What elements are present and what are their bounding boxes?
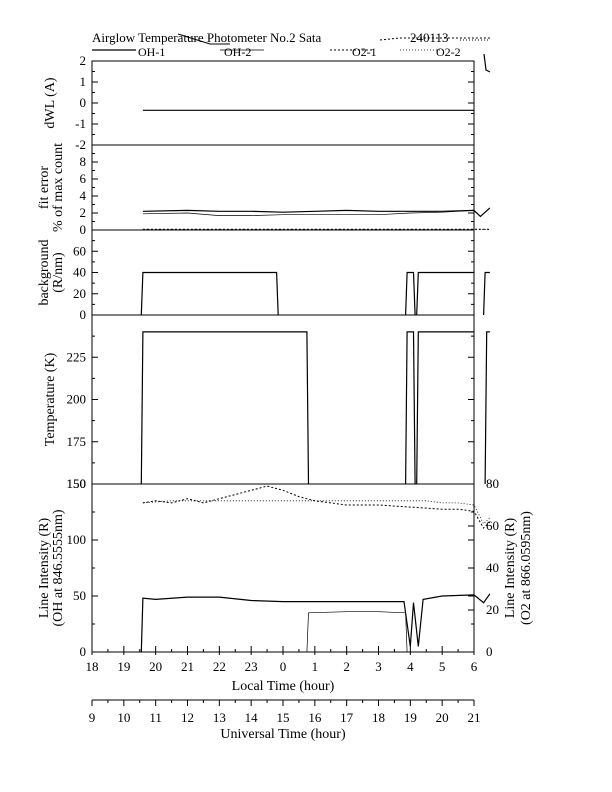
panel-frame-dwl [91, 60, 475, 146]
ut-tick-label: 9 [89, 710, 96, 725]
ytick-label-fit: 4 [80, 188, 87, 203]
y2tick-label-int: 0 [486, 644, 493, 659]
series-bg-oh-1 [483, 271, 490, 316]
series-temp-oh-1 [405, 331, 416, 485]
ytick-label-temp: 175 [67, 434, 87, 449]
legend-label-o2-2: O2-2 [436, 45, 461, 59]
series-int-oh-1 [140, 593, 491, 653]
y2tick-label-int: 20 [486, 602, 499, 617]
legend: OH-1 OH-2 O2-1 O2-2 [92, 33, 491, 73]
series-fit-oh-2 [142, 210, 475, 216]
ytick-label-bg: 60 [73, 243, 86, 258]
xtick-label: 19 [117, 659, 130, 674]
series-int-o2-1 [142, 485, 491, 529]
ut-tick-label: 15 [277, 710, 290, 725]
ut-tick-label: 12 [181, 710, 194, 725]
ytick-label-int: 0 [80, 644, 87, 659]
ytick-label-temp: 225 [67, 349, 87, 364]
title-dashed-line [379, 37, 490, 41]
y2tick-label-int: 60 [486, 518, 499, 533]
ut-axis-label: Universal Time (hour) [220, 727, 346, 742]
ut-tick-label: 13 [213, 710, 226, 725]
ut-tick-label: 14 [245, 710, 259, 725]
ytick-label-bg: 0 [80, 307, 87, 322]
panel-fit: 0 2 4 6 8 fit error% of max count [37, 143, 491, 237]
panel-dwl: -2 -1 0 1 2 dWL (A) [43, 53, 475, 152]
panel-frame-fit [91, 144, 475, 231]
legend-label-oh-2: OH-2 [224, 45, 251, 59]
y2tick-label-int: 80 [486, 476, 499, 491]
series-int-o2-2 [142, 500, 491, 525]
xtick-label: 18 [86, 659, 99, 674]
series-temp-oh-1 [484, 331, 490, 485]
series-int-oh-2 [306, 611, 408, 653]
xtick-label: 21 [181, 659, 194, 674]
y2tick-label-int: 40 [486, 560, 499, 575]
ut-tick-label: 17 [340, 710, 354, 725]
ytick-label-fit: 6 [80, 171, 87, 186]
xtick-label: 0 [280, 659, 287, 674]
series-temp-oh-1 [416, 331, 474, 485]
ytick-label-temp: 150 [67, 476, 87, 491]
xtick-label: 1 [312, 659, 319, 674]
panel-bg: 0 20 40 60 background (R/nm) [37, 229, 490, 322]
ylabel-bg: (R/nm) [51, 252, 66, 293]
ytick-label-dwl: 0 [80, 95, 87, 110]
ytick-label-fit: 2 [80, 205, 87, 220]
series-bg-oh-1 [405, 271, 416, 316]
ytick-label-int: 100 [67, 532, 87, 547]
ylabel-fit: % of max count [51, 143, 66, 232]
ylabel-bg: background [37, 239, 52, 305]
y2label-int: (O2 at 866.0595nm) [519, 511, 534, 625]
ytick-label-dwl: 1 [80, 74, 87, 89]
panel-temp: 150 175 200 225 Temperature (K) [43, 314, 490, 491]
universal-time-axis: 9 10 11 12 13 14 15 16 17 18 19 20 21 Universal Time … [89, 699, 481, 742]
ylabel-temp: Temperature (K) [43, 352, 58, 446]
xtick-label: 5 [439, 659, 446, 674]
ytick-label-int: 150 [67, 476, 87, 491]
ytick-label-int: 50 [73, 588, 86, 603]
xtick-label: 23 [245, 659, 258, 674]
xtick-label: 3 [375, 659, 382, 674]
ut-tick-label: 16 [308, 710, 322, 725]
chart-title: Airglow Temperature Photometer No.2 Sata [92, 30, 322, 45]
ytick-label-dwl: -1 [75, 116, 86, 131]
ytick-label-fit: 0 [80, 222, 87, 237]
ytick-label-bg: 40 [73, 265, 86, 280]
xtick-label: 4 [407, 659, 414, 674]
xtick-label: 2 [343, 659, 350, 674]
ylabel-int: Line Intensity (R) [37, 518, 52, 619]
ut-tick-label: 20 [436, 710, 449, 725]
ytick-label-dwl: -2 [75, 137, 86, 152]
xtick-label: 22 [213, 659, 226, 674]
legend-label-oh-1: OH-1 [138, 45, 165, 59]
xtick-label: 20 [149, 659, 162, 674]
ut-tick-label: 19 [404, 710, 417, 725]
ytick-label-fit: 8 [80, 154, 87, 169]
series-bg-oh-1 [140, 271, 279, 316]
ut-tick-label: 21 [468, 710, 481, 725]
xtick-label: 6 [471, 659, 478, 674]
title-overstrike-line [177, 33, 230, 45]
series-bg-oh-1 [416, 271, 474, 316]
ytick-label-bg: 20 [73, 286, 86, 301]
ylabel-int: (OH at 846.5555nm) [51, 509, 66, 626]
ytick-label-dwl: 2 [80, 53, 87, 68]
chart-panels: -2 -1 0 1 2 dWL (A) 0 2 4 6 8 fit error% of max cou… [37, 53, 534, 659]
ylabel-fit: fit error [37, 166, 52, 209]
series-temp-oh-1 [140, 331, 310, 485]
ylabel-dwl: dWL (A) [43, 77, 58, 129]
edge-trace [483, 53, 491, 73]
ut-tick-label: 11 [149, 710, 162, 725]
ytick-label-temp: 200 [67, 392, 87, 407]
legend-label-o2-1: O2-1 [352, 45, 377, 59]
y2label-int: Line Intensity (R) [503, 518, 518, 619]
xaxis-label: Local Time (hour) [232, 679, 335, 694]
ut-tick-label: 18 [372, 710, 385, 725]
ut-tick-label: 10 [117, 710, 130, 725]
